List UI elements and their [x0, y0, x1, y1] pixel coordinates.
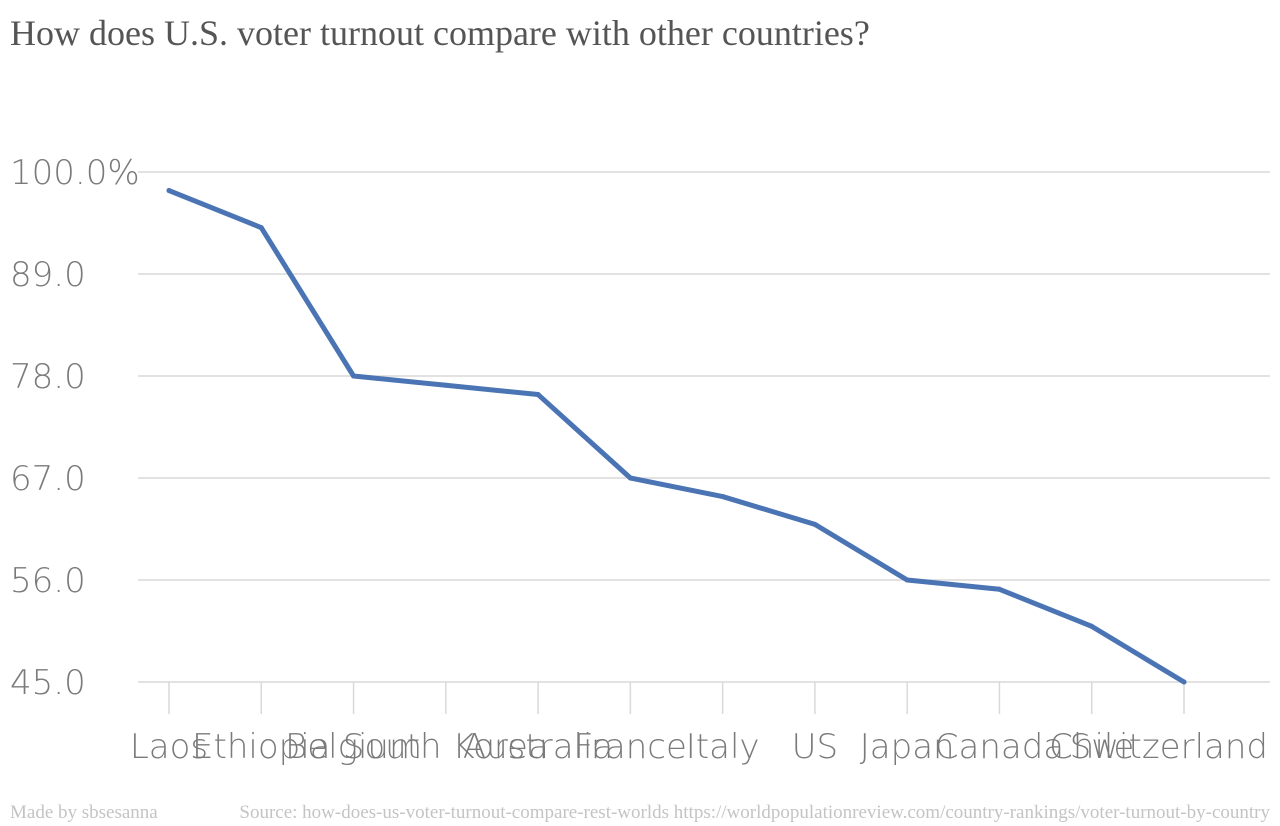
- y-tick-label: 67.0: [10, 459, 86, 499]
- line-chart: 100.0% 89.0 78.0 67.0 56.0 45.0 LaosEthiopiaB…: [10, 153, 1270, 767]
- y-axis-ticks: 100.0% 89.0 78.0 67.0 56.0 45.0: [10, 153, 140, 703]
- source-credit: Source: how-does-us-voter-turnout-compar…: [239, 802, 1270, 823]
- x-tick-label: Italy: [686, 727, 760, 767]
- y-tick-label: 89.0: [10, 255, 86, 295]
- x-tick-label: Chile: [1049, 727, 1134, 767]
- data-point: [812, 521, 818, 527]
- y-tick-label: 78.0: [10, 357, 86, 397]
- x-tick-label: Belgium: [285, 727, 422, 767]
- data-point: [996, 586, 1002, 592]
- y-tick-label: 100.0%: [10, 153, 140, 193]
- y-tick-label: 56.0: [10, 561, 86, 601]
- chart-title: How does U.S. voter turnout compare with…: [10, 13, 870, 53]
- x-tick-label: France: [574, 727, 687, 767]
- x-tick-label: Australia: [463, 727, 613, 767]
- x-tick-label: Switzerland: [1070, 727, 1268, 767]
- gridlines: [138, 171, 1270, 683]
- data-point: [1181, 679, 1187, 685]
- data-point: [443, 382, 449, 388]
- made-by-credit: Made by sbsesanna: [10, 802, 158, 823]
- x-tick-label: Ethiopia: [192, 727, 330, 767]
- data-point: [351, 373, 357, 379]
- x-tick-label: Japan: [860, 727, 955, 767]
- footer: Made by sbsesanna Source: how-does-us-vo…: [0, 802, 1280, 826]
- data-point: [627, 475, 633, 481]
- data-point: [166, 188, 172, 194]
- y-tick-label: 45.0: [10, 663, 86, 703]
- data-point: [258, 225, 264, 231]
- data-point: [1089, 623, 1095, 629]
- x-tick-label: Laos: [130, 727, 208, 767]
- data-point: [720, 494, 726, 500]
- x-tick-label: Canada: [935, 727, 1064, 767]
- series-line-0: [166, 188, 1187, 685]
- series-layer: [166, 188, 1187, 685]
- x-tick-label: South Korea: [343, 727, 549, 767]
- data-point: [535, 392, 541, 398]
- data-point: [904, 577, 910, 583]
- x-tick-label: US: [792, 727, 838, 767]
